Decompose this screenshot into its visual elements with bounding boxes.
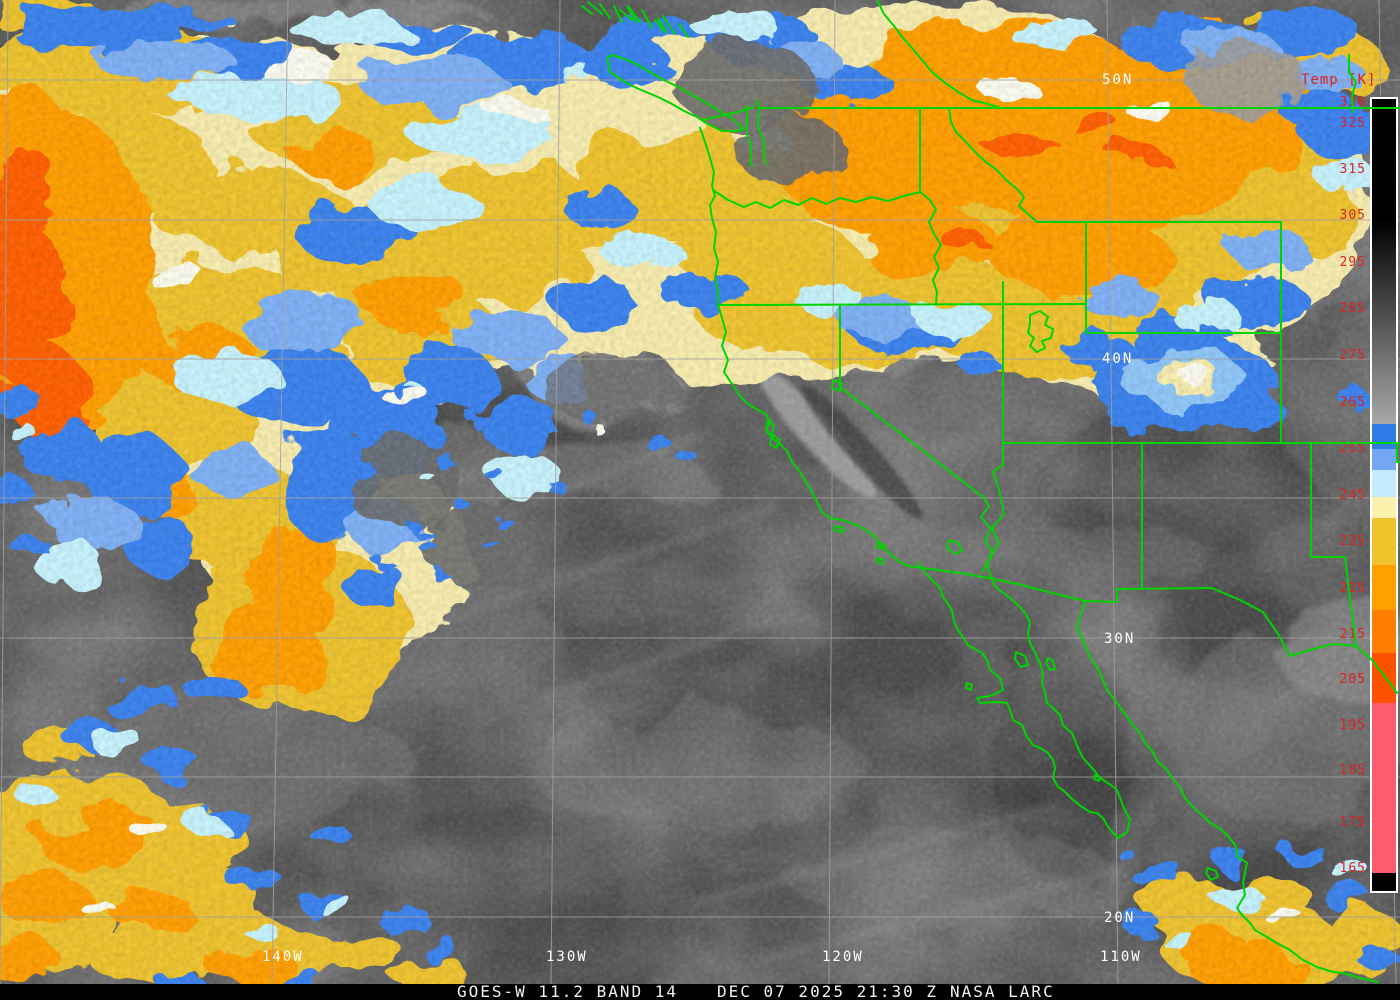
colorbar-tick-label: 165 [1340,861,1366,876]
colorbar-tick-label: 185 [1340,763,1366,778]
colorbar-tick-label: 175 [1340,815,1366,830]
latitude-labels: 50N 40N 30N 20N [1102,72,1135,926]
colorbar-tick-label: 285 [1340,301,1366,316]
temperature-colorbar: Temp [K] 3303253153052952852752652552452… [1301,72,1398,893]
colorbar-tick-label: 215 [1340,627,1366,642]
colorbar-tick-label: 195 [1340,718,1366,733]
colorbar-tick-label: 235 [1340,534,1366,549]
colorbar-segment [1372,610,1396,653]
vancouver-island [606,54,744,132]
colorbar-title: Temp [K] [1301,72,1376,88]
colorbar-segment [1372,424,1396,449]
colorbar-segment [1372,470,1396,497]
longitude-label: 140W [262,949,304,965]
san-francisco-bay [765,419,781,449]
salton-sea [946,539,963,555]
latitude-label: 40N [1102,351,1133,367]
colorbar-tick-label: 325 [1340,116,1366,131]
colorbar-segment [1372,565,1396,610]
latitude-label: 20N [1104,910,1135,926]
37n-border [1002,442,1400,463]
longitude-label: 130W [546,949,588,965]
state-country-borders [581,0,1400,983]
colorbar-tick-label: 205 [1340,672,1366,687]
colorbar-tick-label: 265 [1340,395,1366,410]
caption-timestamp: DEC 07 2025 21:30 Z [717,982,938,1000]
colorbar-tick-label: 245 [1340,488,1366,503]
lake-tahoe [831,379,843,392]
baja-california [917,561,1131,839]
colorbar-segment [1372,220,1396,424]
colorbar-segment [1372,497,1396,518]
longitude-label: 120W [822,949,864,965]
colorbar-segment [1372,449,1396,470]
colorbar-tick-label: 275 [1340,348,1366,363]
mexico-mainland-coast [1076,600,1379,983]
puget-sound [756,99,767,165]
latitude-label: 50N [1102,72,1133,88]
longitude-labels: 140W 130W 120W 110W [262,949,1142,965]
ca-nv-border [839,304,994,573]
great-salt-lake [1027,310,1054,353]
caption-bar: GOES-W 11.2 BAND 14 DEC 07 2025 21:30 Z … [0,982,1400,1000]
colorbar-segments [1372,99,1396,891]
colorbar-segment [1372,653,1396,703]
caption-credit: NASA LARC [950,982,1055,1000]
longitude-label: 110W [1100,949,1142,965]
colorbar-tick-label: 225 [1340,581,1366,596]
or-ca-42n-border [717,303,1086,306]
colorbar-tick-label: 255 [1340,441,1366,456]
colorbar-tick-labels: 3303253153052952852752652552452352252152… [1340,95,1366,876]
colorbar-tick-label: 305 [1340,208,1366,223]
latitude-label: 30N [1104,631,1135,647]
bc-fjords [581,1,637,23]
caption-product: GOES-W 11.2 BAND 14 [457,982,678,1000]
colorbar-segment [1372,99,1396,220]
wa-or-border [712,189,921,209]
bc-alberta-divide [876,0,1002,109]
colorbar-tick-label: 315 [1340,162,1366,177]
colorbar-segment [1372,873,1396,891]
colorbar-segment [1372,703,1396,873]
colorbar-tick-label: 295 [1340,255,1366,270]
colorbar-segment [1372,518,1396,565]
pacific-coastline [699,127,909,567]
